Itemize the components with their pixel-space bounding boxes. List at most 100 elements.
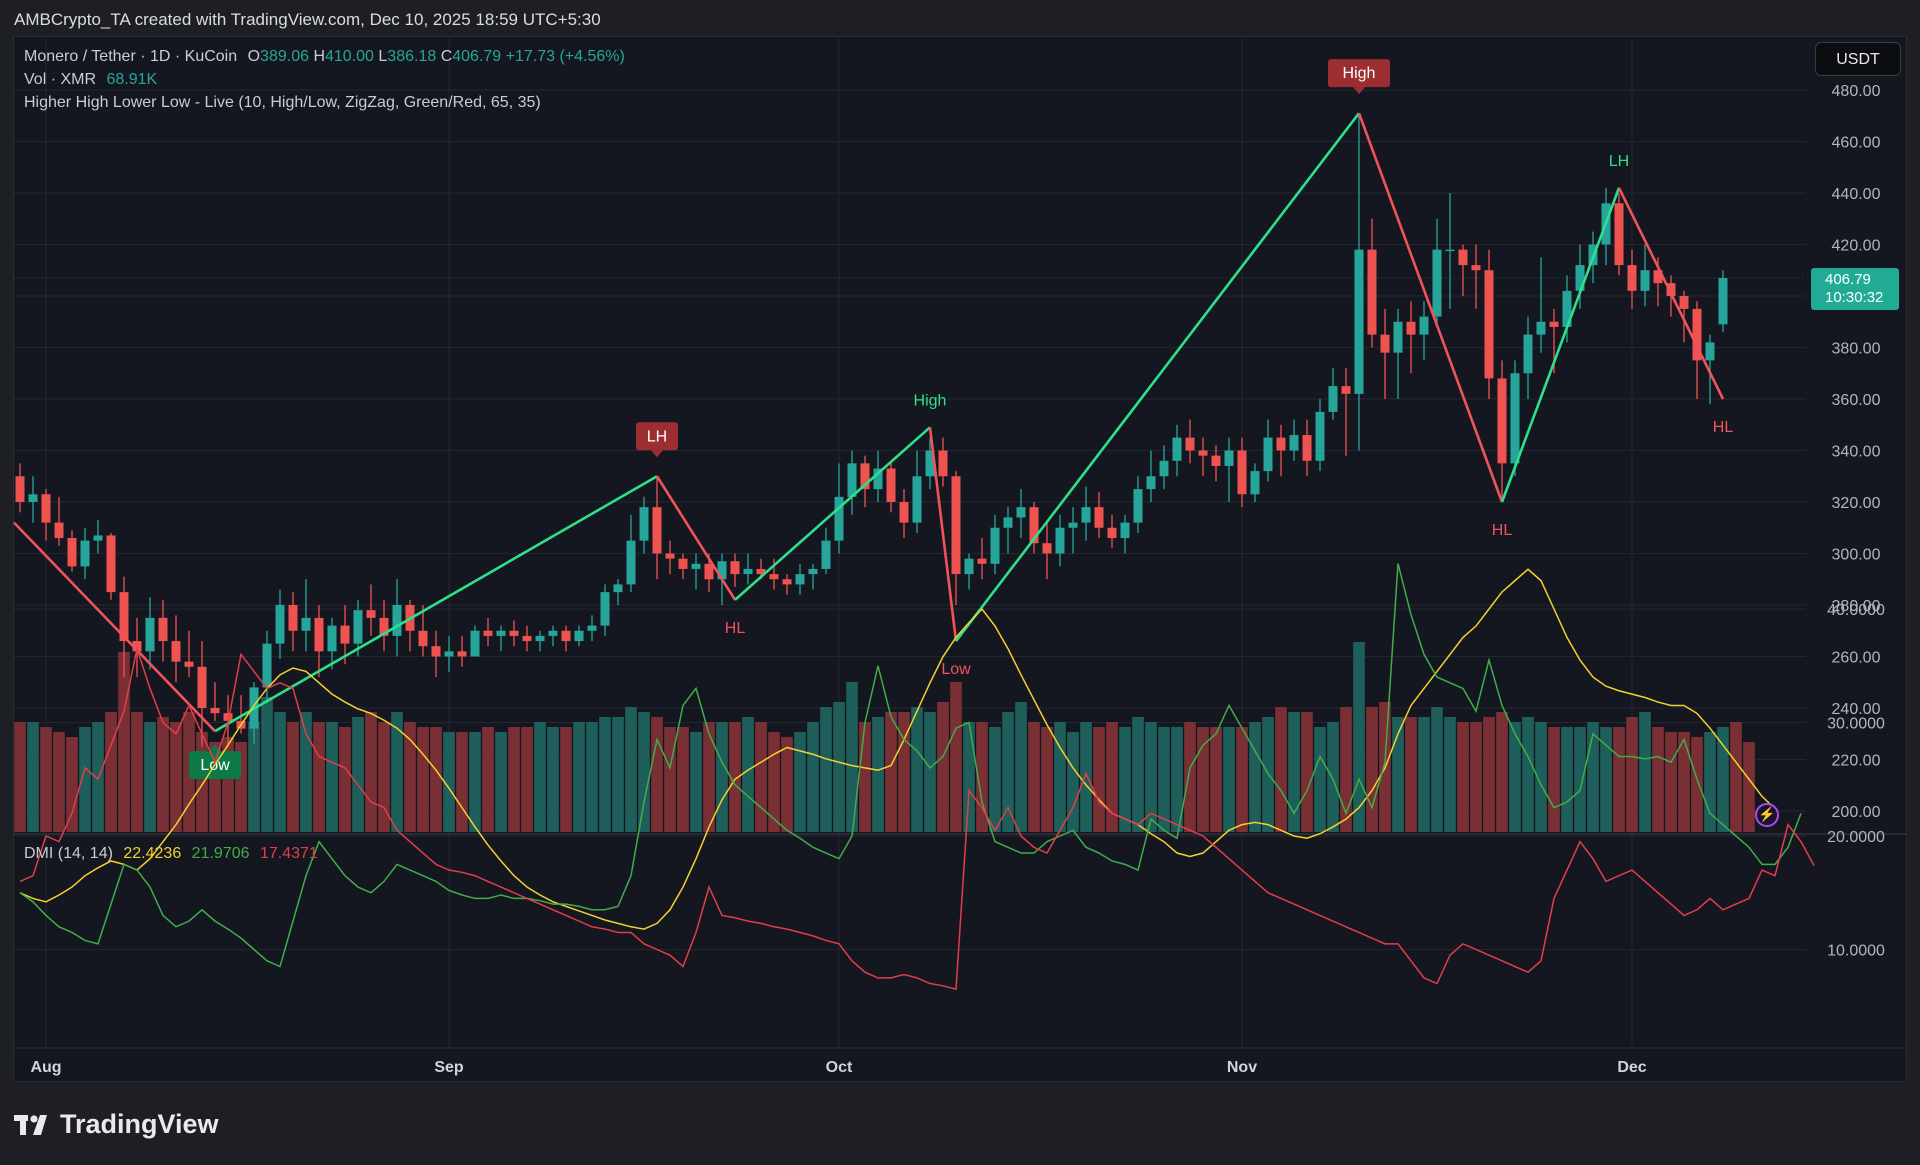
volume-bar [872, 717, 884, 832]
candle-body [925, 450, 935, 477]
candle-body [353, 610, 363, 644]
dmi-axis: 10.0000 20.0000 30.0000 40.0000 [1827, 602, 1885, 960]
volume-bar [1288, 712, 1300, 832]
zigzag-segment [928, 427, 958, 642]
volume-bar [664, 727, 676, 832]
candle-body [54, 522, 64, 539]
volume-bar [820, 707, 832, 832]
candle-body [314, 617, 324, 652]
candle-body [1133, 489, 1143, 523]
candle-body [184, 661, 194, 667]
symbol-legend[interactable]: Monero / Tether · 1D · KuCoin O389.06 H4… [24, 48, 625, 66]
tradingview-logo[interactable]: TradingView [14, 1109, 219, 1144]
volume-legend[interactable]: Vol · XMR 68.91K [24, 71, 157, 89]
pivot-label: HL [1713, 419, 1734, 436]
candle-body [1614, 203, 1624, 266]
pivot-label: HL [1492, 522, 1513, 539]
candle-body [652, 507, 662, 554]
candle-body [119, 592, 129, 642]
volume-bar [690, 732, 702, 832]
volume-bar [53, 732, 65, 832]
indicator-legend[interactable]: Higher High Lower Low - Live (10, High/L… [24, 94, 541, 112]
candle-body [1679, 296, 1689, 309]
volume-bar [612, 717, 624, 832]
volume-bar [1587, 722, 1599, 832]
volume-bar [1197, 727, 1209, 832]
volume-bar [443, 732, 455, 832]
volume-bar [1028, 722, 1040, 832]
volume-bar [521, 727, 533, 832]
volume-bar [1652, 727, 1664, 832]
price-tick-label: 240.00 [1832, 701, 1881, 718]
volume-bar [261, 697, 273, 832]
volume-bar [1678, 732, 1690, 832]
open-label: O [247, 48, 261, 65]
candle-body [470, 630, 480, 657]
volume-bar [1002, 712, 1014, 832]
pivot-label-box [1328, 59, 1390, 88]
volume-bar [703, 722, 715, 832]
candle-body [1328, 386, 1338, 412]
volume-label: Vol · XMR [24, 71, 97, 88]
candle-body [132, 641, 142, 652]
currency-button[interactable]: USDT [1815, 42, 1901, 76]
low-value: 386.18 [387, 48, 437, 65]
tradingview-logo-icon [14, 1113, 56, 1144]
dmi-tick-label: 30.0000 [1827, 716, 1885, 733]
time-tick-label: Nov [1227, 1059, 1257, 1076]
volume-bar [157, 717, 169, 832]
volume-bar [833, 702, 845, 832]
dmi-tick-label: 20.0000 [1827, 829, 1885, 846]
tradingview-logo-text: TradingView [60, 1109, 219, 1139]
volume-bar [1132, 717, 1144, 832]
price-change: +17.73 (+4.56%) [505, 48, 625, 65]
volume-bar [1275, 707, 1287, 832]
volume-bar [1704, 732, 1716, 832]
bar-countdown: 10:30:32 [1825, 289, 1884, 306]
candle-body [1315, 411, 1325, 461]
volume-bar [1301, 712, 1313, 832]
volume-bar [326, 722, 338, 832]
volume-bar [794, 732, 806, 832]
candle-body [210, 708, 220, 714]
lightning-icon[interactable]: ⚡ [1755, 803, 1779, 827]
dmi-minus-di-value: 17.4371 [259, 845, 318, 862]
volume-bar [79, 727, 91, 832]
candle-body [730, 561, 740, 575]
candle-body [665, 553, 675, 559]
volume-bar [1145, 722, 1157, 832]
volume-bar [1418, 717, 1430, 832]
candle-body [1471, 265, 1481, 271]
volume-bar [1613, 727, 1625, 832]
volume-bar [1691, 737, 1703, 832]
volume-value: 68.91K [106, 71, 158, 88]
dmi-legend[interactable]: DMI (14, 14) 22.4236 21.9706 17.4371 [24, 845, 318, 863]
volume-bar [170, 722, 182, 832]
volume-bar [729, 722, 741, 832]
price-tick-label: 360.00 [1832, 392, 1881, 409]
pivot-label: Low [200, 757, 230, 774]
candle-body [340, 625, 350, 644]
volume-bar [92, 722, 104, 832]
volume-bar [1548, 727, 1560, 832]
candle-body [197, 666, 207, 708]
candle-body [457, 651, 467, 657]
volume-bar [1470, 722, 1482, 832]
candle-body [1692, 308, 1702, 361]
high-label: H [313, 48, 325, 65]
candle-body [1445, 249, 1455, 252]
candle-body [899, 502, 909, 523]
candle-body [704, 563, 714, 580]
price-axis: 200.00 220.00 240.00 260.00 280.00 300.00 320.… [1832, 83, 1881, 821]
candle-body [834, 496, 844, 541]
volume-bar [1392, 717, 1404, 832]
symbol-name[interactable]: Monero / Tether · 1D · KuCoin [24, 48, 238, 65]
candle-body [873, 468, 883, 490]
candle-body [1653, 270, 1663, 284]
last-price-tag: 406.79 10:30:32 [1811, 268, 1899, 310]
dmi-line-adx [19, 568, 1776, 930]
volume-bar [1366, 707, 1378, 832]
candle-body [1354, 249, 1364, 394]
volume-bar [911, 707, 923, 832]
